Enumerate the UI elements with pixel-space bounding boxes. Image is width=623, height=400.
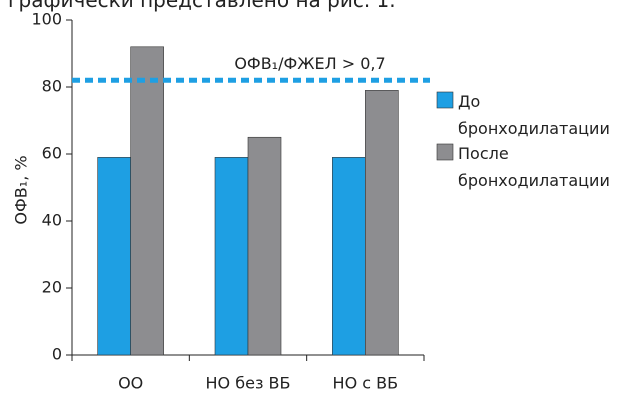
- x-tick-label: ОО: [118, 374, 143, 393]
- bar: [365, 90, 399, 356]
- y-tick-label: 80: [42, 77, 62, 96]
- caption: графически представлено на рис. 1.: [8, 0, 396, 12]
- legend-label: После бронходилатации: [458, 144, 610, 190]
- y-tick-label: 40: [42, 211, 62, 230]
- y-tick-label: 60: [42, 144, 62, 163]
- legend-swatch: [436, 91, 454, 109]
- bar: [214, 157, 249, 356]
- x-tick-label: НО без ВБ: [206, 374, 291, 393]
- bar: [130, 46, 164, 356]
- legend-swatch: [436, 143, 454, 161]
- bar: [332, 157, 366, 356]
- bar: [247, 136, 282, 356]
- threshold-label: ОФВ₁/ФЖЕЛ > 0,7: [234, 54, 385, 73]
- bar: [97, 157, 131, 356]
- y-tick-label: 20: [42, 278, 62, 297]
- y-axis-label: ОФВ₁, %: [12, 155, 31, 224]
- y-tick-label: 100: [31, 10, 62, 29]
- legend-label: До бронходилатации: [458, 92, 610, 138]
- x-tick-label: НО с ВБ: [333, 374, 399, 393]
- y-tick-label: 0: [52, 345, 62, 364]
